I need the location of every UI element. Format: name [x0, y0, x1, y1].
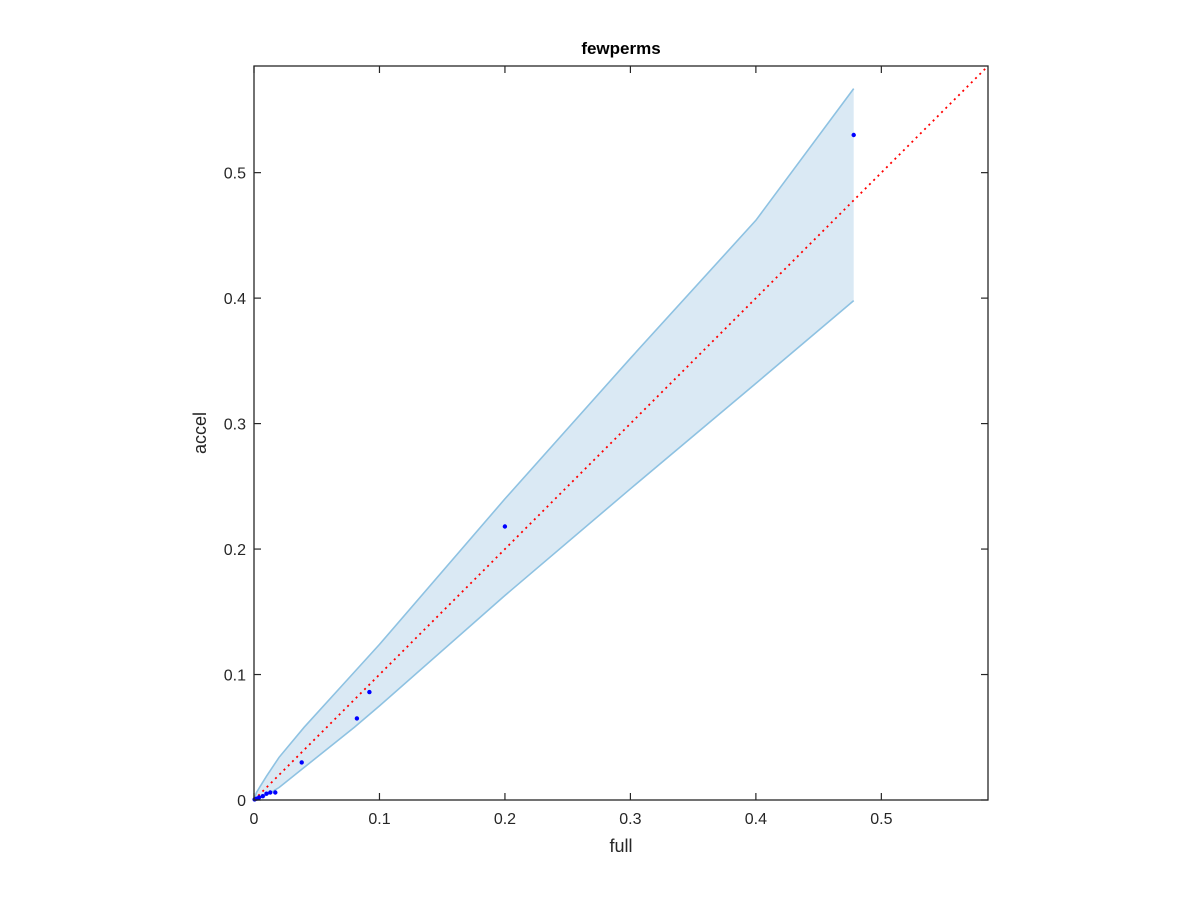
- x-tick-label: 0.4: [745, 811, 767, 828]
- y-axis-label: accel: [190, 412, 210, 454]
- x-tick-label: 0.1: [368, 811, 390, 828]
- axis-ticks: 0 0.1 0.2 0.3 0.4 0.5 0 0.1 0.2 0.3 0.4 0.5: [224, 66, 988, 828]
- band-upper-line: [253, 88, 855, 801]
- confidence-band: [253, 88, 855, 801]
- data-point: [264, 791, 269, 796]
- y-tick-label: 0.4: [224, 291, 246, 308]
- y-tick-label: 0.5: [224, 166, 246, 183]
- y-tick-label: 0.2: [224, 542, 246, 559]
- x-tick-label: 0.3: [619, 811, 641, 828]
- data-point: [273, 790, 278, 795]
- data-point: [256, 795, 262, 800]
- x-axis-label: full: [609, 836, 632, 856]
- x-tick-label: 0.5: [870, 811, 892, 828]
- y-tick-label: 0: [237, 793, 246, 810]
- data-point: [268, 790, 273, 795]
- data-point: [851, 132, 856, 138]
- data-point: [502, 524, 508, 529]
- data-point: [354, 716, 360, 721]
- y-tick-label: 0.3: [224, 417, 246, 434]
- axes-box: [253, 65, 989, 801]
- x-tick-label: 0: [250, 811, 259, 828]
- data-point: [299, 760, 304, 765]
- data-points: [252, 132, 856, 802]
- chart-title: fewperms: [581, 39, 660, 58]
- identity-line: [253, 65, 989, 801]
- x-tick-label: 0.2: [494, 811, 516, 828]
- data-point: [367, 689, 372, 695]
- y-tick-label: 0.1: [224, 668, 246, 685]
- data-point: [260, 794, 265, 799]
- reference-line: [253, 65, 989, 801]
